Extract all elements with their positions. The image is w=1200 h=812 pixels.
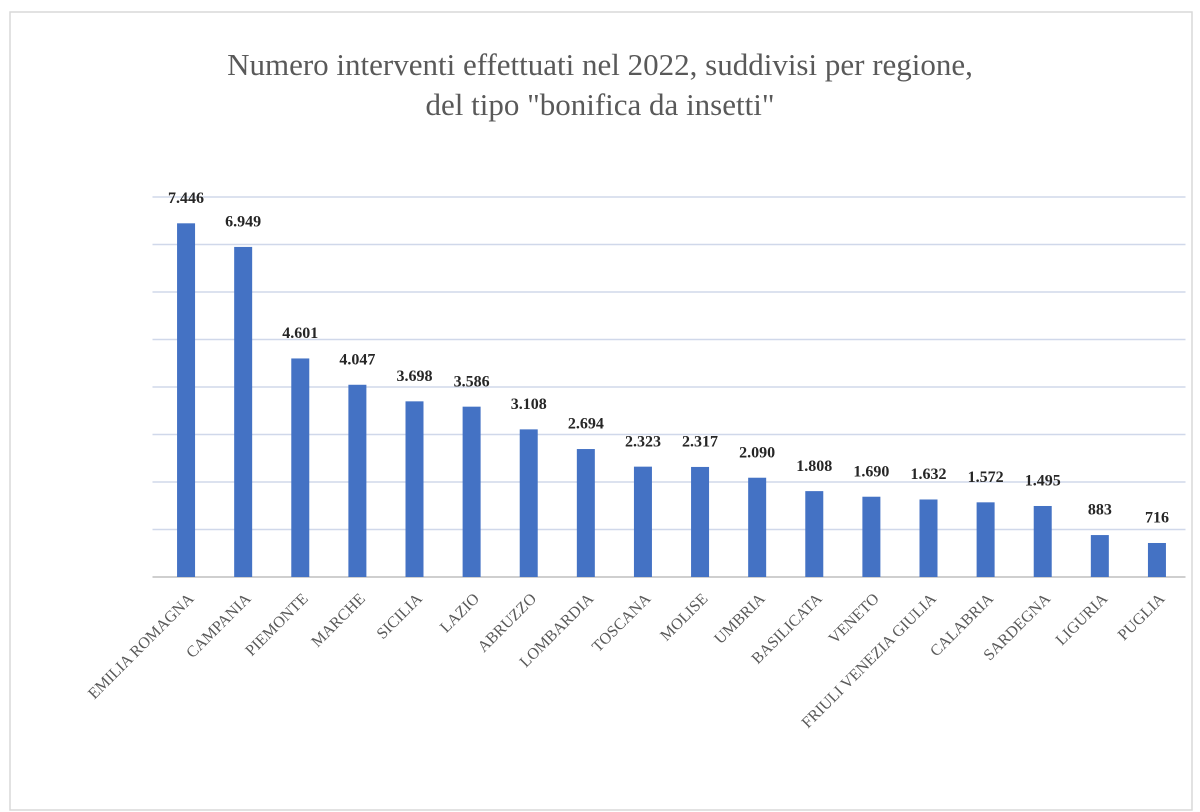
bar: [291, 358, 310, 577]
data-label: 883: [1088, 502, 1112, 519]
data-label: 1.495: [1025, 473, 1061, 490]
data-label: 6.949: [225, 214, 261, 231]
bar: [633, 466, 652, 577]
chart-frame: [9, 11, 1193, 811]
data-label: 1.690: [853, 463, 889, 480]
bar: [462, 406, 481, 577]
data-label: 1.572: [968, 469, 1004, 486]
data-label: 7.446: [168, 190, 204, 207]
bar: [234, 246, 253, 578]
data-label: 2.323: [625, 433, 661, 450]
data-label: 716: [1145, 510, 1169, 527]
bar: [691, 466, 710, 577]
bar: [519, 429, 538, 577]
bar: [348, 384, 367, 577]
bar: [748, 477, 767, 577]
data-label: 3.586: [454, 373, 490, 390]
bar: [976, 502, 995, 577]
bar: [862, 496, 881, 577]
data-label: 1.808: [796, 458, 832, 475]
bar: [1090, 535, 1109, 577]
data-label: 4.047: [339, 351, 375, 368]
bar: [1033, 505, 1052, 577]
data-label: 3.698: [397, 368, 433, 385]
bar: [576, 449, 595, 577]
data-label: 4.601: [282, 325, 318, 342]
bar: [805, 491, 824, 577]
bar: [1147, 542, 1166, 577]
chart-title: del tipo "bonifica da insetti": [425, 87, 774, 122]
data-label: 2.317: [682, 434, 718, 451]
data-label: 3.108: [511, 396, 547, 413]
bar: [919, 499, 938, 577]
data-label: 2.694: [568, 416, 604, 433]
bar: [177, 223, 196, 577]
bar: [405, 401, 424, 577]
chart-title: Numero interventi effettuati nel 2022, s…: [227, 47, 973, 82]
data-label: 2.090: [739, 444, 775, 461]
data-label: 1.632: [911, 466, 947, 483]
